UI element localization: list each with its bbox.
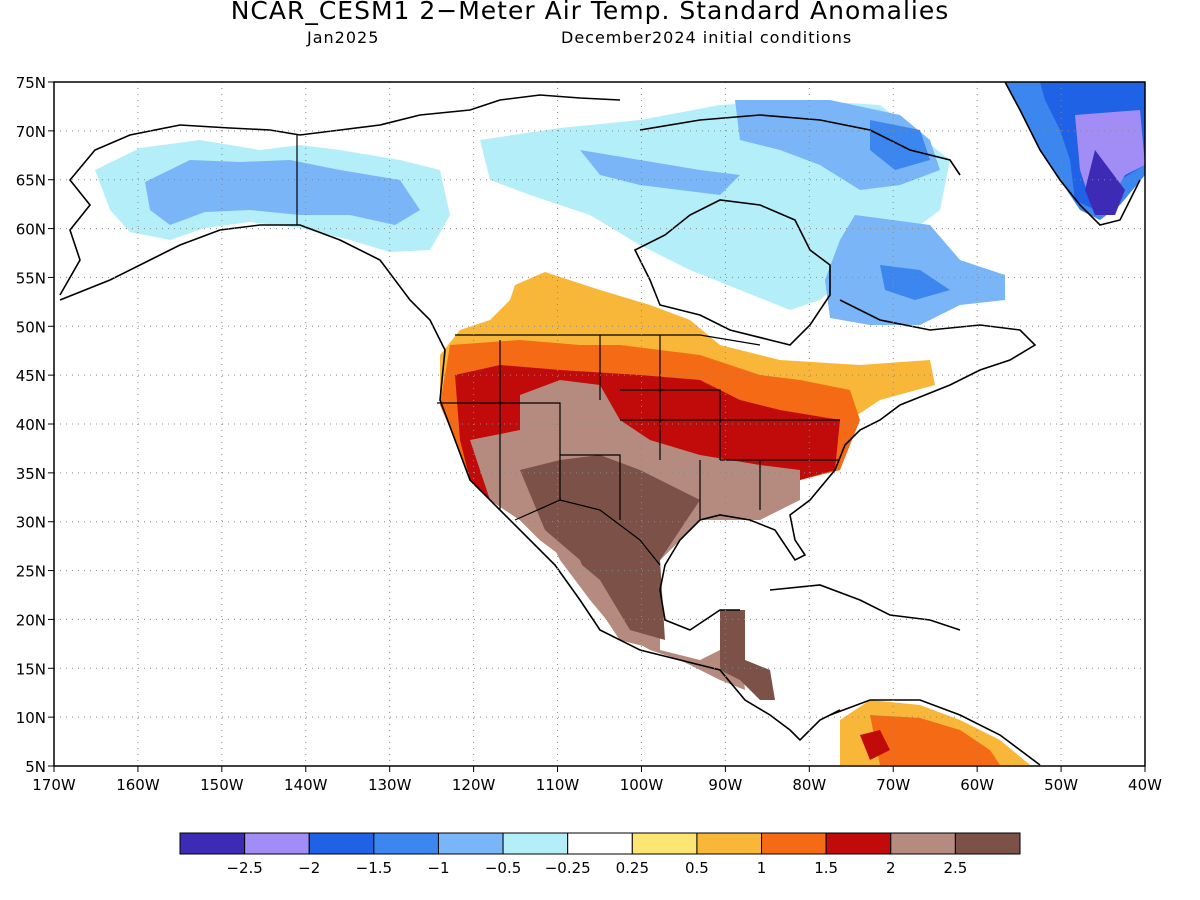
lat-tick-label: 45N bbox=[16, 367, 46, 385]
legend-swatch bbox=[954, 832, 1021, 855]
lon-tick-label: 50W bbox=[1044, 776, 1078, 794]
political-borders bbox=[296, 135, 840, 566]
lon-tick-label: 150W bbox=[200, 776, 244, 794]
forecast-month: Jan2025 bbox=[307, 28, 380, 47]
legend-swatch bbox=[308, 832, 375, 855]
legend-swatch bbox=[244, 832, 310, 855]
lon-tick-label: 160W bbox=[116, 776, 160, 794]
lon-tick-label: 140W bbox=[284, 776, 328, 794]
lat-tick-label: 10N bbox=[16, 709, 46, 727]
latitude-axis: 75N 70N 65N 60N 55N 50N 45N 40N 35N 30N 25N 20N 15N 1… bbox=[16, 74, 54, 776]
legend-swatch bbox=[631, 832, 698, 855]
lon-tick-label: 90W bbox=[708, 776, 742, 794]
lat-tick-label: 35N bbox=[16, 465, 46, 483]
lat-tick-label: 75N bbox=[16, 74, 46, 92]
anomaly-fields bbox=[95, 82, 1145, 765]
lat-tick-label: 5N bbox=[25, 758, 46, 776]
legend-label: −1.5 bbox=[356, 859, 392, 877]
lat-tick-label: 70N bbox=[16, 123, 46, 141]
lon-tick-label: 40W bbox=[1128, 776, 1162, 794]
lon-tick-label: 110W bbox=[536, 776, 580, 794]
lat-tick-label: 50N bbox=[16, 318, 46, 336]
legend-label: 0.25 bbox=[616, 859, 649, 877]
legend-label: 1.5 bbox=[814, 859, 838, 877]
color-legend: −2.5 −2 −1.5 −1 −0.5 −0.25 0.25 0.5 1 1.5 2 2.5 bbox=[179, 832, 1021, 877]
graticule bbox=[54, 82, 1145, 766]
lon-tick-label: 60W bbox=[960, 776, 994, 794]
legend-label: −1 bbox=[427, 859, 449, 877]
legend-swatch bbox=[502, 832, 569, 855]
lat-tick-label: 65N bbox=[16, 172, 46, 190]
lon-tick-label: 80W bbox=[792, 776, 826, 794]
legend-label: 2.5 bbox=[943, 859, 967, 877]
legend-swatch bbox=[567, 832, 633, 855]
legend-label: −2.5 bbox=[226, 859, 262, 877]
legend-swatch bbox=[761, 832, 827, 855]
initial-conditions: December2024 initial conditions bbox=[561, 28, 853, 47]
legend-swatch bbox=[825, 832, 892, 855]
legend-label: 2 bbox=[886, 859, 896, 877]
legend-swatch bbox=[373, 832, 439, 855]
legend-swatch bbox=[890, 832, 956, 855]
coastlines bbox=[59, 81, 1141, 766]
lat-tick-label: 30N bbox=[16, 514, 46, 532]
lat-tick-label: 60N bbox=[16, 221, 46, 239]
lon-tick-label: 130W bbox=[368, 776, 412, 794]
legend-label: 0.5 bbox=[685, 859, 709, 877]
legend-swatch bbox=[179, 832, 246, 855]
lat-tick-label: 55N bbox=[16, 269, 46, 287]
legend-label: −0.5 bbox=[485, 859, 521, 877]
lat-tick-label: 20N bbox=[16, 611, 46, 629]
longitude-axis: 170W 160W 150W 140W 130W 120W 110W 100W 90W 80W 70… bbox=[32, 766, 1162, 794]
legend-label: −2 bbox=[298, 859, 320, 877]
lon-tick-label: 120W bbox=[452, 776, 496, 794]
chart-title: NCAR_CESM1 2−Meter Air Temp. Standard An… bbox=[230, 0, 950, 25]
lon-tick-label: 100W bbox=[620, 776, 664, 794]
legend-label: −0.25 bbox=[545, 859, 591, 877]
legend-swatch bbox=[437, 832, 504, 855]
legend-label: 1 bbox=[757, 859, 767, 877]
lon-tick-label: 170W bbox=[32, 776, 76, 794]
lat-tick-label: 15N bbox=[16, 660, 46, 678]
lon-tick-label: 70W bbox=[876, 776, 910, 794]
lat-tick-label: 25N bbox=[16, 563, 46, 581]
lat-tick-label: 40N bbox=[16, 416, 46, 434]
legend-swatch bbox=[696, 832, 763, 855]
